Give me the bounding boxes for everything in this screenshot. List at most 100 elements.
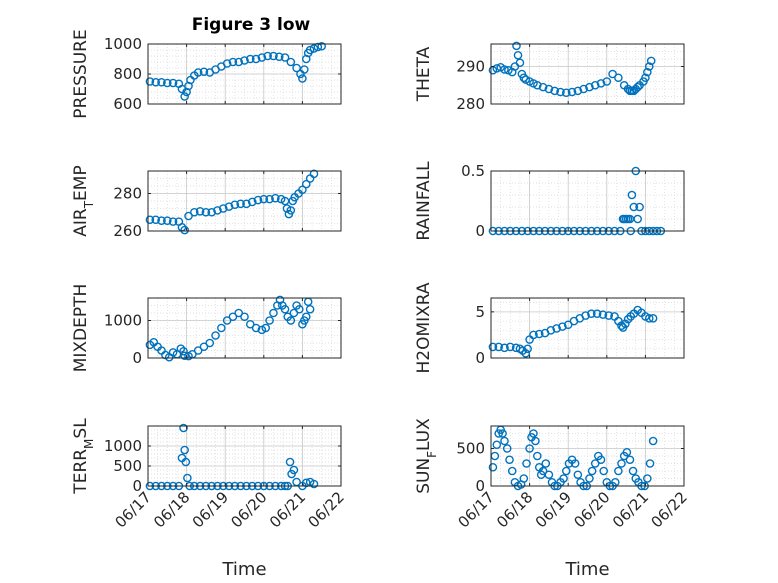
data-point <box>180 445 189 455</box>
data-point <box>222 59 232 68</box>
data-point <box>519 474 529 483</box>
data-point <box>301 179 311 189</box>
data-point <box>265 316 274 325</box>
data-point <box>180 225 189 235</box>
data-point <box>157 216 166 225</box>
data-point <box>585 82 594 92</box>
data-point <box>644 62 654 71</box>
y-tick-label: 500 <box>113 457 142 475</box>
data-point <box>317 41 327 51</box>
data-point <box>625 455 635 465</box>
data-point <box>633 214 642 224</box>
data-point <box>298 185 307 195</box>
data-point <box>228 57 238 67</box>
x-tick-label: 06/22 <box>305 488 348 531</box>
data-point <box>213 206 222 215</box>
data-point <box>492 440 502 450</box>
data-point <box>592 309 602 318</box>
data-point <box>168 78 178 88</box>
data-point <box>529 429 538 438</box>
data-point <box>240 56 249 65</box>
data-point <box>643 474 652 483</box>
data-point <box>561 88 571 98</box>
data-point <box>648 436 658 446</box>
data-point <box>567 87 577 97</box>
data-point <box>224 202 234 211</box>
y-tick-label: 800 <box>113 65 142 83</box>
data-point <box>251 323 261 333</box>
data-point <box>309 169 319 179</box>
subplot-3: 260 280 AIRTEMP <box>71 165 342 240</box>
data-point <box>274 52 284 62</box>
data-point <box>286 206 296 215</box>
data-point <box>205 338 215 348</box>
data-point <box>180 351 189 361</box>
subplot-4: 0 0.5 RAINFALL <box>414 161 685 241</box>
data-point <box>247 197 257 207</box>
y-tick-label: 600 <box>113 95 142 113</box>
data-point <box>309 479 319 489</box>
data-point <box>488 342 498 352</box>
data-point <box>623 314 633 324</box>
data-point <box>614 73 623 83</box>
data-point <box>614 466 623 476</box>
data-point <box>581 311 590 320</box>
data-point <box>211 331 220 340</box>
data-point <box>179 346 188 356</box>
data-point <box>604 311 614 320</box>
axes-box <box>147 170 342 232</box>
data-point <box>641 73 650 83</box>
data-point <box>629 202 639 212</box>
data-point <box>544 470 554 480</box>
data-point <box>556 87 565 97</box>
y-axis-label: RAINFALL <box>414 161 434 241</box>
data-point <box>193 346 203 355</box>
subplot-1: 600 800 1000 PRESSURE <box>71 29 342 119</box>
data-point <box>300 65 309 74</box>
y-tick-label: 1000 <box>104 312 142 330</box>
data-point <box>280 53 290 62</box>
data-point <box>265 194 274 204</box>
axes-box <box>147 297 342 359</box>
data-point <box>538 466 548 476</box>
y-tick-label: 260 <box>113 222 142 240</box>
data-point <box>587 309 596 318</box>
x-tick-label: 06/18 <box>150 488 193 531</box>
data-point <box>305 45 315 55</box>
x-tick-label: 06/20 <box>227 488 270 531</box>
y-tick-label: 1000 <box>104 35 142 53</box>
data-point <box>525 444 534 453</box>
y-tick-label: 0.5 <box>461 162 485 180</box>
data-point <box>646 56 656 66</box>
data-point <box>598 310 608 319</box>
subplot-8: 050006/1706/1806/1906/2006/2106/22SUNFLU… <box>414 418 691 580</box>
subplot-5: 0 1000 MIXDEPTH <box>71 284 342 372</box>
data-point <box>176 344 186 353</box>
y-axis-label: TERRMSL <box>71 418 96 495</box>
data-point <box>587 466 597 476</box>
data-point <box>500 65 509 74</box>
figure-title: Figure 3 low <box>192 15 311 35</box>
data-point <box>245 54 255 64</box>
data-point <box>195 207 205 216</box>
y-axis-label: AIRTEMP <box>71 165 96 236</box>
data-point <box>286 316 296 325</box>
data-point <box>181 457 191 467</box>
data-point <box>533 80 542 90</box>
data-point <box>309 44 319 53</box>
data-point <box>635 202 644 212</box>
data-point <box>234 308 244 318</box>
data-point <box>519 73 529 83</box>
data-point <box>199 67 209 77</box>
y-tick-label: 0 <box>475 477 485 495</box>
data-point <box>541 459 551 468</box>
y-tick-label: 0 <box>475 349 485 367</box>
data-point <box>505 455 514 465</box>
data-point <box>544 84 554 94</box>
data-point <box>269 51 278 61</box>
data-point <box>230 200 240 210</box>
data-point <box>534 329 544 339</box>
data-point <box>180 92 189 101</box>
data-point <box>263 51 272 61</box>
x-axis-label: Time <box>221 559 266 580</box>
